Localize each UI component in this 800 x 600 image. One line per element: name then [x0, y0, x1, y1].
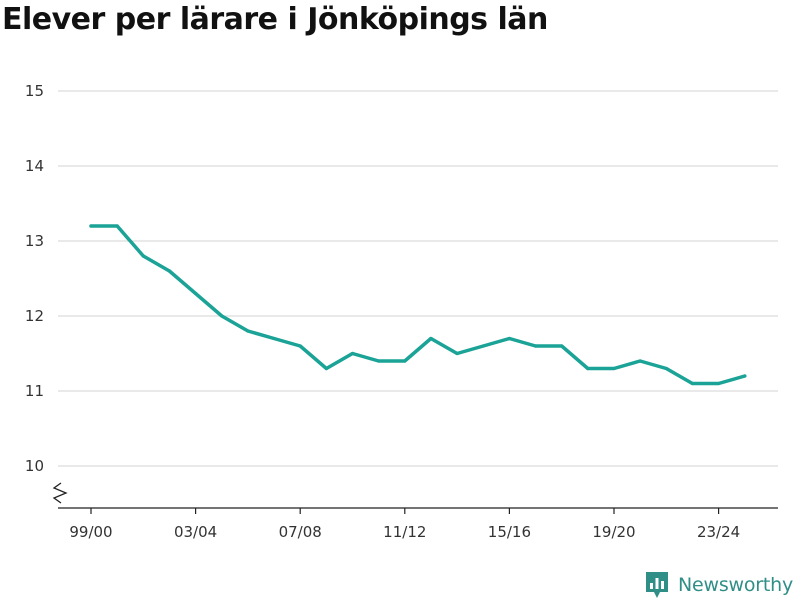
x-tick-label: 11/12: [383, 523, 426, 541]
data-point: [690, 381, 695, 386]
data-point: [586, 366, 590, 371]
y-tick-label: 12: [25, 307, 44, 325]
data-point: [350, 351, 355, 356]
data-point: [89, 224, 93, 228]
y-tick-label: 10: [25, 457, 44, 475]
grid-lines: [58, 90, 778, 467]
axis-break-marker: [52, 482, 68, 504]
series-line: [89, 224, 747, 386]
data-point: [533, 344, 538, 348]
data-point: [664, 366, 668, 371]
data-point: [272, 336, 276, 341]
data-point: [481, 344, 485, 348]
data-point: [455, 351, 459, 356]
x-axis: 99/00 03/04 07/08 11/12 15/16 19/20 23/24: [52, 482, 778, 541]
brand-name: Newsworthy: [678, 574, 794, 596]
x-tick-label: 99/00: [69, 523, 112, 541]
data-point: [115, 224, 119, 228]
x-tick-label: 07/08: [279, 523, 322, 541]
data-point: [194, 291, 198, 296]
bar-chart-icon: [646, 572, 668, 598]
data-point: [638, 359, 642, 363]
data-point: [324, 366, 328, 371]
y-tick-label: 11: [25, 382, 44, 400]
x-tick-label: 23/24: [697, 523, 740, 541]
data-point: [377, 359, 381, 363]
newsworthy-brand: Newsworthy: [644, 570, 793, 600]
data-point: [743, 374, 747, 378]
data-point: [246, 329, 250, 333]
data-point: [403, 359, 407, 363]
y-tick-label: 15: [25, 82, 44, 100]
data-point: [717, 381, 721, 386]
x-tick-label: 15/16: [488, 523, 531, 541]
data-point: [560, 344, 564, 348]
x-tick-label: 19/20: [592, 523, 635, 541]
data-point: [429, 336, 433, 341]
y-tick-label: 14: [25, 157, 44, 175]
data-point: [612, 366, 616, 371]
data-point: [507, 336, 511, 341]
x-tick-label: 03/04: [174, 523, 217, 541]
data-point: [141, 254, 145, 258]
y-axis-ticks: 10 11 12 13 14 15: [25, 82, 44, 475]
y-tick-label: 13: [25, 232, 44, 250]
data-point: [220, 314, 224, 318]
chart-title: Elever per lärare i Jönköpings län: [2, 2, 548, 37]
data-point: [167, 269, 172, 273]
series-line-group: [89, 224, 747, 386]
data-point: [298, 344, 302, 348]
